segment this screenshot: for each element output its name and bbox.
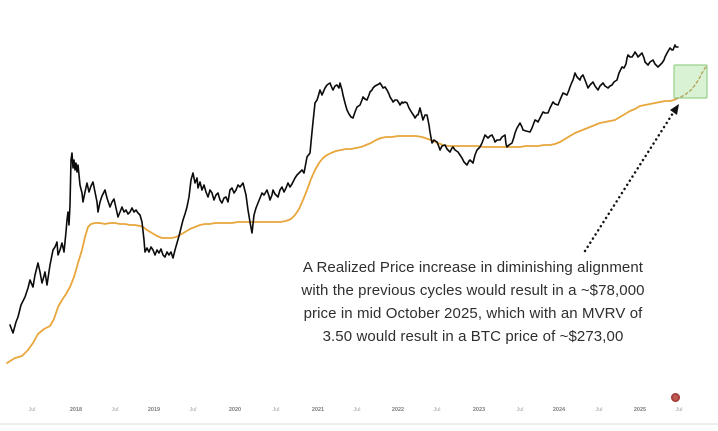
x-axis-tick-label: Jul [433,407,440,413]
x-axis-tick-label: 2025 [634,407,646,413]
x-axis-tick-label: Jul [272,407,279,413]
x-axis-tick-label: Jul [675,407,682,413]
annotation-line-3: price in mid October 2025, which with an… [303,305,643,322]
x-axis-tick-label: 2020 [229,407,241,413]
x-axis-tick-label: Jul [595,407,602,413]
x-axis-tick-label: 2018 [70,407,82,413]
x-axis-tick-label: Jul [111,407,118,413]
x-axis-tick-label: Jul [28,407,35,413]
annotation-text: A Realized Price increase in diminishing… [243,256,703,348]
trend-arrow-shaft [583,111,675,253]
annotation-line-2: with the previous cycles would result in… [301,282,645,299]
btc-price-line [9,44,679,334]
x-axis-tick-label: 2022 [392,407,404,413]
realized-price-line [6,98,677,364]
annotation-line-4: 3.50 would result in a BTC price of ~$27… [322,328,624,345]
x-axis-tick-label: Jul [189,407,196,413]
x-axis-tick-label: 2024 [553,407,566,413]
projection-highlight-box [673,64,708,99]
realized-price-projection-line [675,65,708,100]
x-axis-tick-label: 2021 [312,407,324,413]
trend-arrow-head [670,104,679,115]
x-axis-tick-label: Jul [516,407,523,413]
x-axis-tick-label: 2023 [473,407,485,413]
footer-divider [0,423,718,425]
watermark-logo-icon [671,393,680,402]
x-axis-tick-label: Jul [353,407,360,413]
annotation-line-1: A Realized Price increase in diminishing… [302,259,644,276]
x-axis-tick-label: 2019 [148,407,160,413]
